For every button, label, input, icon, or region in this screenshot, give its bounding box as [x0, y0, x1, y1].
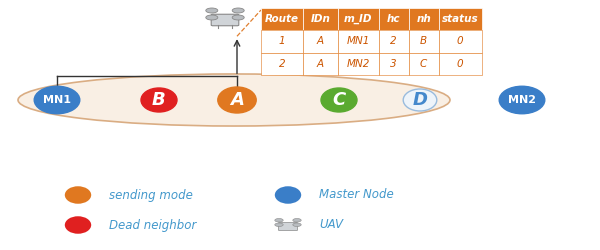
Bar [338, 30, 379, 52]
Text: IDn: IDn [310, 14, 331, 24]
Text: C: C [332, 91, 346, 109]
FancyBboxPatch shape [211, 14, 239, 26]
Circle shape [206, 15, 218, 20]
Text: MN1: MN1 [43, 95, 71, 105]
Text: sending mode: sending mode [109, 188, 193, 202]
Text: MN2: MN2 [508, 95, 536, 105]
Text: C: C [420, 59, 427, 69]
Text: MN1: MN1 [347, 36, 370, 46]
Bar [261, 8, 303, 30]
Bar [439, 30, 482, 52]
Text: D: D [413, 91, 427, 109]
Bar [303, 30, 338, 52]
Ellipse shape [65, 216, 91, 234]
Text: hc: hc [387, 14, 400, 24]
Circle shape [206, 8, 218, 13]
Bar [303, 8, 338, 30]
Bar [379, 52, 409, 75]
Text: A: A [317, 36, 324, 46]
Bar [439, 8, 482, 30]
Ellipse shape [275, 186, 301, 204]
Text: 3: 3 [390, 59, 397, 69]
Bar [439, 52, 482, 75]
Circle shape [232, 15, 244, 20]
Circle shape [275, 218, 283, 222]
Ellipse shape [321, 88, 357, 112]
Text: Master Node: Master Node [319, 188, 394, 202]
Circle shape [275, 223, 283, 226]
Ellipse shape [218, 87, 256, 113]
Text: A: A [317, 59, 324, 69]
Bar [338, 8, 379, 30]
Text: 1: 1 [278, 36, 286, 46]
Ellipse shape [403, 89, 437, 111]
Circle shape [232, 8, 244, 13]
FancyBboxPatch shape [278, 222, 298, 230]
Ellipse shape [34, 86, 80, 114]
Text: MN2: MN2 [347, 59, 370, 69]
Bar [261, 30, 303, 52]
Text: Route: Route [265, 14, 299, 24]
Bar [409, 8, 439, 30]
Bar [379, 30, 409, 52]
Ellipse shape [18, 74, 450, 126]
Text: B: B [420, 36, 427, 46]
Text: Dead neighbor: Dead neighbor [109, 218, 197, 232]
Bar [409, 52, 439, 75]
Bar [379, 8, 409, 30]
Bar [338, 52, 379, 75]
Ellipse shape [65, 186, 91, 204]
Ellipse shape [141, 88, 177, 112]
Text: m_ID: m_ID [344, 14, 373, 24]
Text: 2: 2 [390, 36, 397, 46]
Text: B: B [152, 91, 166, 109]
Text: nh: nh [416, 14, 431, 24]
Circle shape [293, 218, 301, 222]
Circle shape [293, 223, 301, 226]
Bar [303, 52, 338, 75]
Ellipse shape [499, 86, 545, 114]
Text: A: A [230, 91, 244, 109]
Text: UAV: UAV [319, 218, 343, 232]
Text: 2: 2 [278, 59, 286, 69]
Text: 0: 0 [457, 36, 464, 46]
Text: status: status [442, 14, 479, 24]
Text: 0: 0 [457, 59, 464, 69]
Bar [261, 52, 303, 75]
Bar [409, 30, 439, 52]
